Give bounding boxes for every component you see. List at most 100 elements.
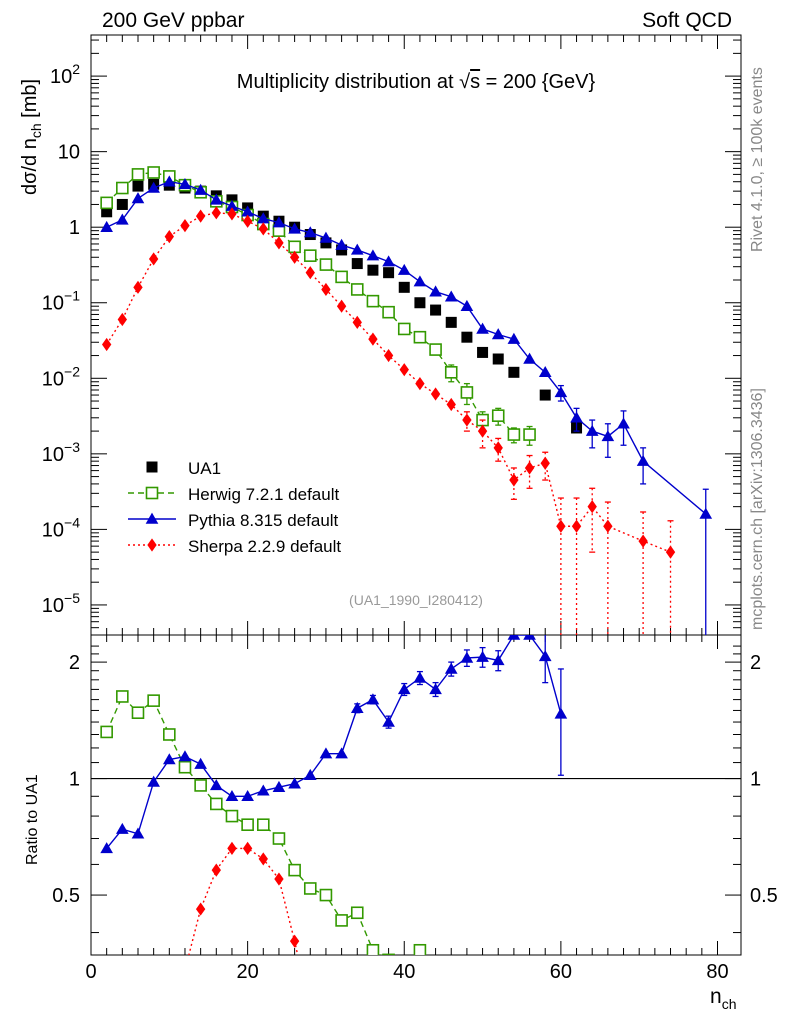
- y-tick-base: 10: [42, 444, 64, 466]
- pythia-main-point: [241, 205, 254, 217]
- legend-pythia-marker: [145, 512, 159, 524]
- herwig-ratio-point: [147, 694, 160, 707]
- herwig-ratio-point: [382, 953, 395, 955]
- sherpa-main-point: [211, 206, 221, 220]
- pythia-ratio-point: [209, 779, 223, 791]
- y-tick-base: 10: [42, 595, 64, 617]
- y-tick-base: 10: [42, 293, 64, 315]
- ua1-main-point: [461, 331, 473, 343]
- y-tick-exponent: −4: [64, 514, 80, 530]
- ua1-main-point: [445, 316, 457, 328]
- ratio-tick-label: 0.5: [52, 885, 80, 907]
- herwig-ratio-point: [194, 779, 207, 792]
- y-tick-label: 10−3: [42, 439, 80, 466]
- sherpa-main-point: [352, 315, 362, 329]
- pythia-main-point: [507, 332, 521, 344]
- pythia-main-point: [147, 181, 160, 193]
- y-tick-label: 10−1: [42, 288, 80, 315]
- chart-title-prefix: Multiplicity distribution at: [237, 71, 459, 93]
- sherpa-ratio-point: [195, 902, 206, 916]
- pythia-main-point: [554, 386, 568, 398]
- herwig-ratio-point: [100, 725, 113, 739]
- ratio-tick-label-right: 2: [750, 652, 761, 674]
- herwig-main-point: [413, 330, 427, 344]
- sherpa-main-point: [587, 500, 597, 514]
- ua1-main-point: [351, 258, 363, 270]
- sherpa-main-point: [462, 413, 472, 427]
- x-axis-label-sub: ch: [722, 996, 737, 1012]
- ratio-panel-series: [100, 635, 568, 1018]
- ua1-main-point: [477, 346, 489, 358]
- pythia-main-point: [350, 243, 364, 255]
- legend-pythia-label: Pythia 8.315 default: [188, 511, 339, 530]
- sherpa-ratio-point: [274, 872, 284, 886]
- ratio-tick-label: 2: [69, 652, 80, 674]
- sherpa-main-point: [368, 332, 378, 346]
- sherpa-ratio-point: [258, 852, 268, 866]
- herwig-ratio-point: [399, 987, 410, 998]
- pythia-main-point: [601, 430, 615, 442]
- pythia-ratio-point: [131, 827, 145, 839]
- sherpa-main-point: [274, 236, 284, 250]
- pythia-main-point: [319, 231, 333, 243]
- side-label-bottom: mcplots.cern.ch [arXiv:1306.3436]: [749, 388, 766, 630]
- pythia-ratio-point: [147, 775, 160, 787]
- herwig-main-point: [507, 428, 521, 441]
- herwig-main-point: [523, 428, 536, 441]
- sherpa-main-point: [321, 282, 331, 297]
- sherpa-main-point: [242, 214, 253, 228]
- herwig-main-point: [429, 343, 442, 356]
- pythia-main-point: [335, 238, 348, 250]
- herwig-ratio-point: [335, 914, 348, 927]
- x-tick-label: 80: [706, 961, 728, 983]
- sherpa-main-point: [509, 473, 519, 487]
- herwig-ratio-point: [256, 818, 270, 831]
- herwig-ratio-point: [131, 706, 145, 720]
- sherpa-main-point: [117, 312, 128, 327]
- y-tick-base: 10: [58, 142, 80, 164]
- legend-herwig-marker: [145, 486, 159, 500]
- x-tick-label: 20: [237, 961, 259, 983]
- y-axis-label-main: dσ/d n: [19, 138, 41, 195]
- ua1-main-point: [320, 237, 332, 249]
- herwig-main-point: [319, 258, 333, 271]
- sherpa-main-point: [101, 337, 112, 352]
- sherpa-ratio-point: [306, 1005, 315, 1018]
- pythia-main-point: [617, 417, 630, 429]
- herwig-ratio-point: [413, 943, 427, 955]
- sherpa-main-line: [106, 212, 671, 553]
- pythia-main-point: [131, 192, 145, 204]
- ua1-main-point: [367, 264, 379, 276]
- legend-sherpa-label: Sherpa 2.2.9 default: [188, 537, 341, 556]
- pythia-ratio-point: [100, 842, 113, 854]
- herwig-ratio-point: [366, 943, 380, 955]
- pythia-ratio-point: [319, 747, 333, 759]
- sherpa-main-point: [524, 461, 535, 475]
- series-layer: [100, 166, 713, 1018]
- pythia-ratio-point: [272, 780, 286, 792]
- pythia-main-point: [413, 275, 427, 287]
- sherpa-main-point: [415, 377, 425, 391]
- y-axis-label-sub: ch: [28, 123, 44, 138]
- y-tick-base: 10: [42, 519, 64, 541]
- herwig-main-point: [131, 168, 145, 181]
- pythia-main-point: [585, 424, 599, 436]
- ua1-main-point: [116, 198, 128, 210]
- analysis-id: (UA1_1990_I280412): [349, 592, 483, 608]
- sherpa-main-point: [289, 250, 300, 264]
- herwig-ratio-point: [303, 882, 317, 895]
- sherpa-main-point: [305, 266, 315, 280]
- herwig-ratio-point: [225, 809, 239, 823]
- sherpa-main-point: [336, 299, 347, 313]
- chart-title-s: s: [470, 71, 480, 93]
- herwig-main-line: [106, 171, 530, 436]
- pythia-main-point: [288, 222, 301, 234]
- ua1-main-point: [336, 244, 348, 256]
- y-tick-label: 10−2: [42, 363, 80, 390]
- pythia-main-point: [272, 216, 286, 228]
- ratio-tick-label-right: 1: [750, 769, 761, 791]
- herwig-main-point: [303, 249, 317, 262]
- y-tick-exponent: −5: [64, 590, 80, 606]
- ua1-main-point: [383, 267, 395, 279]
